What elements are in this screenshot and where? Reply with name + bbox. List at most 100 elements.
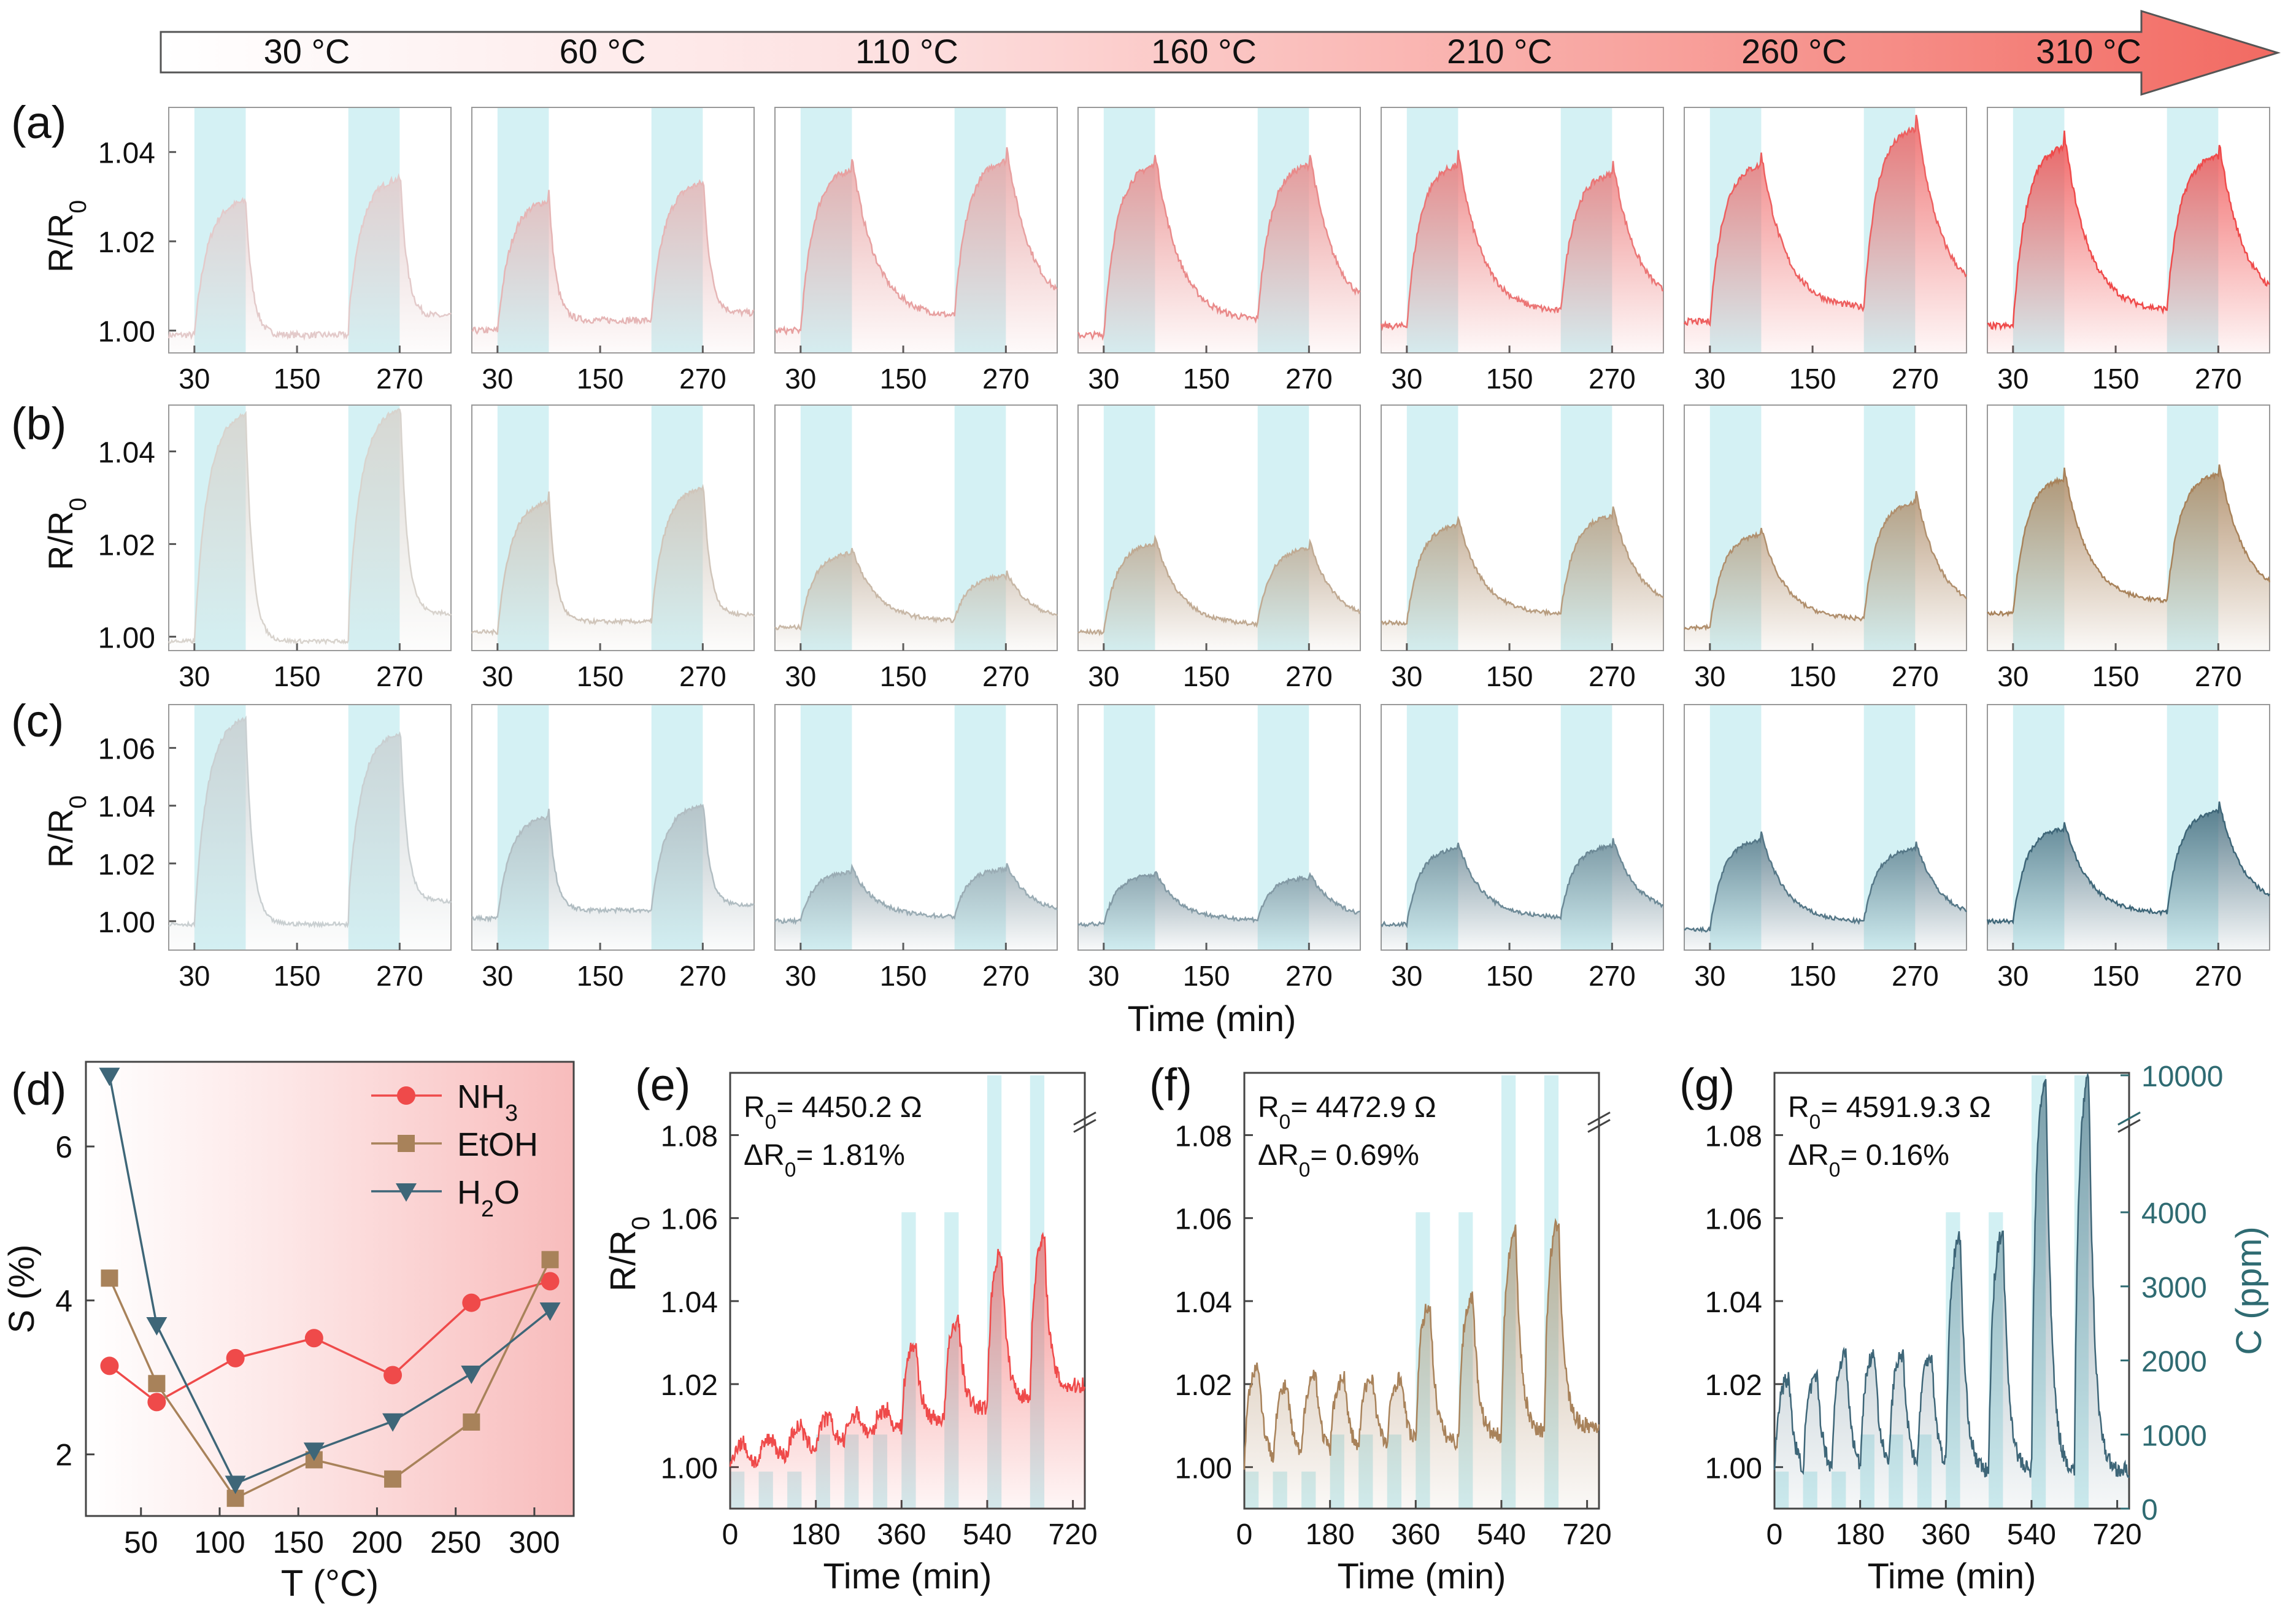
data-point-circle (462, 1293, 481, 1312)
row-xtick-label: 150 (1183, 960, 1230, 992)
panel-label-d: (d) (11, 1064, 66, 1115)
data-point-square (101, 1269, 118, 1287)
data-point-triangle (461, 1365, 482, 1384)
row-panel: 30 150 270 (1986, 704, 2271, 992)
row-ytick-label: 1.02 (98, 226, 155, 259)
ytick-label: 1.02 (1705, 1369, 1762, 1402)
response-line (168, 408, 452, 646)
row-ytick-label: 1.04 (98, 791, 155, 824)
panel-d-xlabel: T (°C) (281, 1563, 379, 1604)
ytick-label: 1.00 (1175, 1452, 1232, 1485)
right-ylabel: C (ppm) (2229, 1226, 2269, 1355)
ytick-label: 1.06 (1175, 1204, 1232, 1236)
row-panel: 30 150 270 (774, 704, 1058, 992)
data-point-circle (397, 1086, 415, 1105)
ytick-label: 1.02 (661, 1369, 718, 1402)
response-area (1244, 1220, 1599, 1509)
xtick-label: 0 (1236, 1518, 1253, 1551)
row-xtick-label: 30 (1997, 660, 2028, 692)
row-xtick-label: 150 (577, 363, 624, 395)
row-xtick-label: 30 (785, 363, 816, 395)
data-point-circle (147, 1393, 166, 1412)
dr0-annotation: ΔR0= 1.81% (744, 1139, 905, 1181)
response-line (471, 179, 755, 335)
panel-label: (g) (1679, 1059, 1735, 1110)
row-panel: 30 150 270 (1381, 404, 1665, 692)
row-ytick-label: 1.04 (98, 436, 155, 469)
row-panel: 30 150 270 (1077, 404, 1362, 692)
row-xtick-label: 270 (1892, 960, 1939, 992)
r0-annotation: R0= 4450.2 Ω (744, 1091, 922, 1134)
temp-label-60: 60 °C (560, 32, 646, 71)
panel-label-b: (b) (11, 398, 66, 449)
row-xtick-label: 30 (1997, 363, 2028, 395)
panel-d-frame (85, 1061, 575, 1517)
panel-d-ytick-label: 2 (55, 1438, 72, 1472)
panel-label-a: (a) (11, 97, 66, 148)
row-xtick-label: 270 (679, 660, 726, 692)
response-line (1683, 490, 1967, 632)
data-point-triangle (382, 1413, 404, 1432)
row-panel: 30 150 270 (471, 107, 755, 395)
data-point-circle (541, 1272, 560, 1291)
row-xtick-label: 270 (1892, 660, 1939, 692)
data-point-circle (383, 1366, 403, 1385)
ytick-label: 1.06 (1705, 1204, 1762, 1236)
temp-label-30: 30 °C (264, 32, 350, 71)
row-panel: 30 150 270 (168, 704, 452, 992)
ytick-label: 1.08 (1175, 1120, 1232, 1153)
row-xtick-label: 270 (1285, 363, 1333, 395)
row-xtick-label: 150 (2092, 960, 2140, 992)
response-line (1683, 115, 1967, 327)
axis-break-mark (2117, 1112, 2141, 1126)
row-xtick-label: 150 (577, 660, 624, 692)
row-panel: 30 150 270 (1987, 404, 2271, 692)
row-panel: 30 150 270 (168, 107, 452, 395)
response-line (1773, 1072, 2130, 1479)
row-xtick-label: 150 (274, 660, 321, 692)
row-c-ylabel: R/R0 (41, 795, 91, 868)
row-xtick-label: 150 (577, 960, 624, 992)
temp-label-110: 110 °C (855, 32, 958, 71)
response-line (1987, 464, 2271, 617)
rows-abc: 1.00 1.02 1.04 30 150 270 30 150 270 30 150 270 30 15… (98, 107, 2271, 992)
response-line (471, 484, 755, 636)
row-xtick-label: 270 (2195, 363, 2242, 395)
ytick-label: 1.04 (661, 1286, 718, 1319)
row-panel: 30 150 270 (1684, 704, 1967, 992)
dr0-annotation: ΔR0= 0.16% (1788, 1139, 1949, 1181)
dr0-annotation: ΔR0= 0.69% (1258, 1139, 1419, 1181)
data-point-triangle (225, 1475, 246, 1494)
response-area (1078, 872, 1360, 950)
axis-break-mark (1587, 1119, 1611, 1133)
response-area (1684, 491, 1967, 651)
row-ytick-label: 1.02 (98, 849, 155, 881)
data-point-triangle (99, 1067, 120, 1086)
response-line (774, 147, 1058, 336)
response-area (1684, 832, 1967, 950)
row-xtick-label: 30 (179, 660, 210, 692)
xtick-label: 360 (1921, 1518, 1970, 1551)
row-xtick-label: 270 (1892, 363, 1939, 395)
row-xtick-label: 30 (1694, 363, 1725, 395)
r0-annotation: R0= 4591.9.3 Ω (1788, 1091, 1991, 1134)
rows-time-axis-label: Time (min) (1128, 999, 1296, 1039)
xtick-label: 0 (1766, 1518, 1783, 1551)
response-area (1381, 838, 1663, 950)
ytick-label: 1.00 (1705, 1452, 1762, 1485)
response-line (1987, 130, 2270, 331)
row-xtick-label: 30 (179, 960, 210, 992)
row-xtick-label: 30 (1694, 660, 1725, 692)
panel-g: 1.00 1.02 1.04 1.06 1.08 0 180 360 540 720 Time (m… (1679, 1059, 2269, 1596)
response-area (1987, 464, 2270, 651)
response-area (169, 409, 451, 651)
response-area (169, 718, 451, 950)
right-ytick-label: 0 (2141, 1494, 2158, 1526)
row-a-ylabel: R/R0 (41, 200, 91, 273)
row-xtick-label: 270 (2195, 660, 2242, 692)
row-xtick-label: 150 (880, 660, 927, 692)
response-area (1381, 506, 1663, 651)
data-point-square (148, 1375, 166, 1393)
